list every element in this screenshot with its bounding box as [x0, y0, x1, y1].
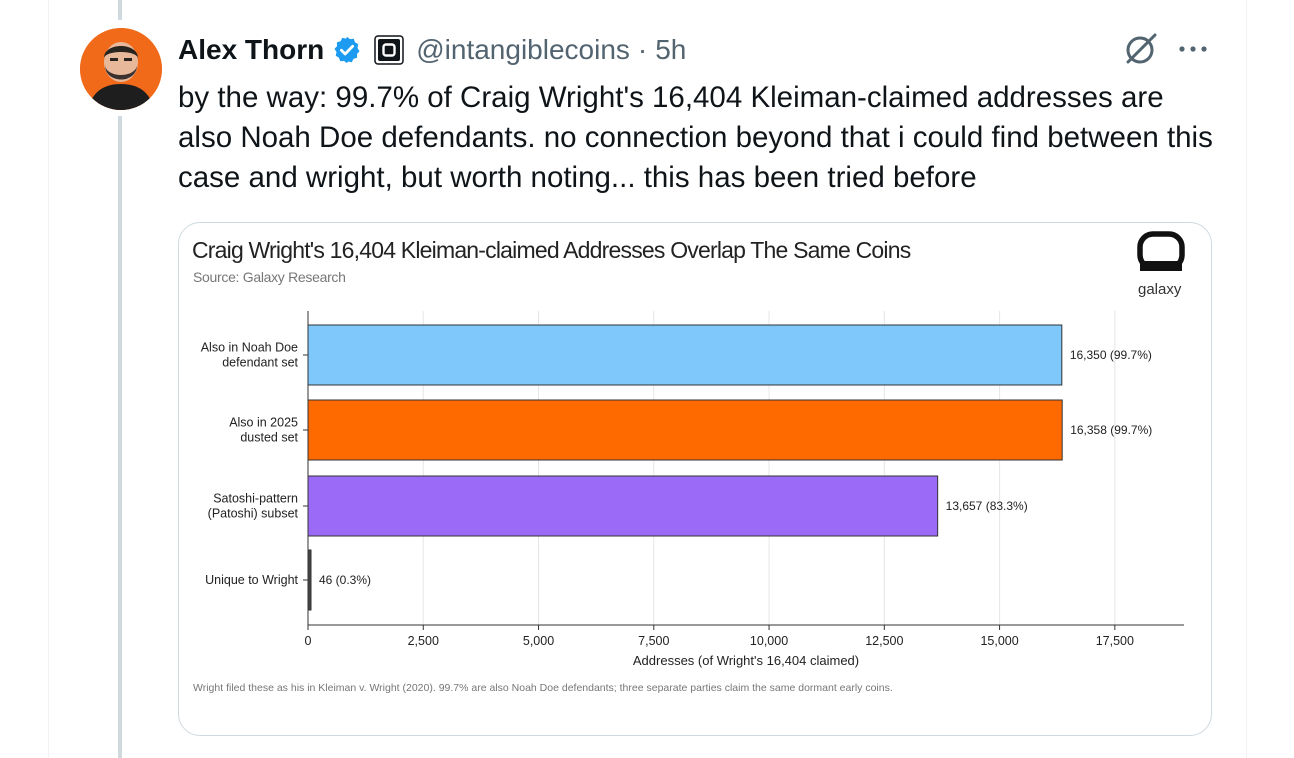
thread-connector-line [118, 116, 122, 758]
chart-source: Source: Galaxy Research [193, 269, 346, 285]
data-label: 13,657 (83.3%) [946, 499, 1028, 513]
more-options-icon[interactable] [1176, 30, 1210, 68]
tweet-header: Alex Thorn @intangiblecoins · 5h [178, 30, 686, 70]
data-label: 16,350 (99.7%) [1070, 348, 1152, 362]
galaxy-logo-icon [1137, 231, 1185, 275]
timeline-border-right [1246, 0, 1247, 758]
category-label: Unique to Wright [205, 573, 298, 587]
bar [307, 549, 312, 611]
data-label: 16,358 (99.7%) [1070, 423, 1152, 437]
tweet-timestamp[interactable]: 5h [655, 34, 687, 65]
chart-title: Craig Wright's 16,404 Kleiman-claimed Ad… [192, 237, 911, 263]
x-tick-label: 15,000 [980, 634, 1018, 648]
category-label: Also in Noah Doe defendant set [201, 341, 299, 370]
x-tick-label: 5,000 [523, 634, 554, 648]
galaxy-brand-text: galaxy [1138, 281, 1182, 298]
x-tick-label: 7,500 [638, 634, 669, 648]
separator-dot: · [637, 34, 648, 65]
category-label: Satoshi-pattern (Patoshi) subset [208, 492, 299, 521]
bar-chart: 0 2,500 5,000 7,500 10,000 12,500 15,000 17,500… [201, 311, 1184, 668]
author-handle[interactable]: @intangiblecoins [416, 34, 630, 65]
timeline-border-left [48, 0, 49, 758]
verified-badge-icon[interactable] [332, 35, 362, 65]
author-avatar[interactable] [80, 28, 162, 110]
x-tick-label: 10,000 [750, 634, 788, 648]
chart-footnote: Wright filed these as his in Kleiman v. … [193, 682, 893, 694]
x-tick-label: 2,500 [408, 634, 439, 648]
data-label: 46 (0.3%) [319, 573, 371, 587]
author-name[interactable]: Alex Thorn [178, 34, 325, 65]
category-label: Also in 2025 dusted set [229, 416, 298, 445]
tweet-text: by the way: 99.7% of Craig Wright's 16,4… [178, 81, 1213, 194]
bar [307, 399, 1063, 461]
avatar-portrait-image [80, 28, 162, 110]
tweet-media-chart[interactable]: Craig Wright's 16,404 Kleiman-claimed Ad… [178, 222, 1212, 736]
x-tick-label: 17,500 [1096, 634, 1134, 648]
bar [307, 324, 1063, 386]
x-axis-label: Addresses (of Wright's 16,404 claimed) [633, 653, 859, 668]
thread-connector-line [118, 0, 122, 20]
affiliate-badge-icon[interactable] [374, 35, 404, 65]
grok-icon[interactable] [1122, 30, 1160, 68]
x-tick-label: 12,500 [865, 634, 903, 648]
bar [307, 475, 939, 537]
x-tick-label: 0 [305, 634, 312, 648]
